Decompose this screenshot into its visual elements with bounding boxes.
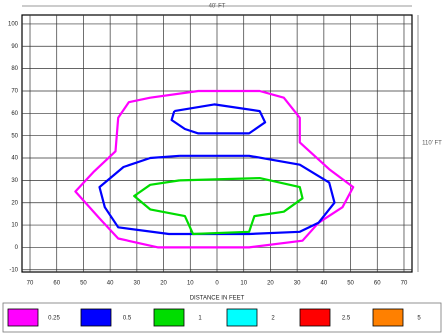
x-tick-label: 60 (374, 281, 381, 287)
x-tick-label: 50 (80, 281, 87, 287)
y-tick-label: 10 (11, 223, 18, 229)
y-tick-label: 70 (11, 89, 18, 95)
x-tick-label: 60 (53, 281, 60, 287)
y-tick-label: 20 (11, 200, 18, 206)
legend-swatch (80, 308, 112, 327)
y-tick-label: 60 (11, 111, 18, 117)
isoline (98, 103, 336, 236)
legend-label: 0.5 (123, 316, 132, 322)
legend-label: 2 (271, 316, 275, 322)
y-tick-label: 40 (11, 156, 18, 162)
x-axis-label: DISTANCE IN FEET (190, 296, 245, 302)
x-tick-label: 10 (187, 281, 194, 287)
x-tick-label: 40 (321, 281, 328, 287)
legend-label: 0.25 (48, 316, 60, 322)
x-tick-label: 50 (347, 281, 354, 287)
y-tick-label: 80 (11, 66, 18, 72)
x-tick-label: 20 (160, 281, 167, 287)
x-tick-label: 10 (240, 281, 247, 287)
y-tick-label: 0 (15, 245, 19, 251)
x-tick-label: 30 (134, 281, 141, 287)
y-tick-label: 50 (11, 133, 18, 139)
x-tick-label: 70 (27, 281, 34, 287)
x-tick-label: 70 (401, 281, 408, 287)
isoline (74, 89, 355, 249)
x-tick-label: 30 (294, 281, 301, 287)
x-tick-label: 40 (107, 281, 114, 287)
legend-swatch (372, 308, 404, 327)
legend-swatch (299, 308, 331, 327)
legend-frame (2, 302, 442, 333)
y-tick-label: 100 (8, 22, 19, 28)
legend-swatch (226, 308, 258, 327)
height-label: 110' FT (422, 141, 442, 147)
y-tick-label: -10 (9, 267, 18, 273)
y-tick-label: 90 (11, 44, 18, 50)
legend-label: 2.5 (342, 316, 351, 322)
legend-label: 5 (417, 316, 421, 322)
x-tick-label: 20 (267, 281, 274, 287)
legend-swatch (7, 308, 39, 327)
legend-label: 1 (198, 316, 202, 322)
isoline (133, 177, 304, 236)
y-tick-label: 30 (11, 178, 18, 184)
legend-swatch (153, 308, 185, 327)
width-label: 40' FT (209, 4, 226, 10)
x-tick-label: 0 (215, 281, 219, 287)
